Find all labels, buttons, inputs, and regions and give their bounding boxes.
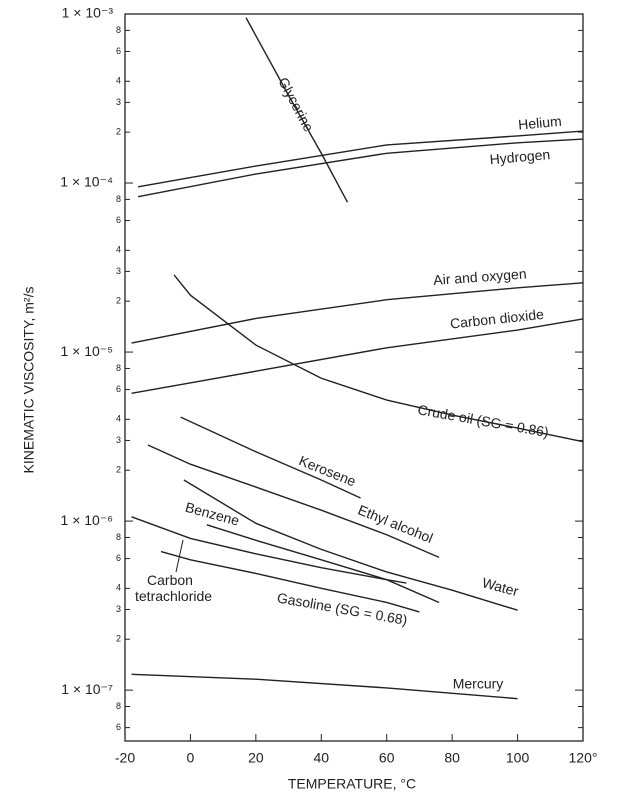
series-label: Carbon tetrachloride bbox=[135, 572, 213, 604]
y-tick-label: 1 × 10⁻⁵ bbox=[60, 343, 113, 359]
x-tick-label: 0 bbox=[187, 750, 195, 766]
series-line bbox=[131, 673, 518, 700]
series-line bbox=[137, 138, 584, 198]
y-minor-label: 8 bbox=[116, 25, 121, 35]
y-minor-label: 2 bbox=[116, 634, 121, 644]
series-line bbox=[131, 516, 407, 584]
y-minor-label: 6 bbox=[116, 553, 121, 563]
x-tick-label: 40 bbox=[313, 750, 329, 766]
series-line bbox=[131, 318, 584, 395]
y-minor-label: 6 bbox=[116, 46, 121, 56]
y-minor-label: 3 bbox=[116, 435, 121, 445]
x-tick-label: -20 bbox=[115, 750, 135, 766]
y-tick-label: 1 × 10⁻⁶ bbox=[61, 512, 113, 528]
series-label-box: Carbon tetrachloride bbox=[135, 572, 213, 604]
y-minor-label: 4 bbox=[116, 414, 121, 424]
series-label: Water bbox=[480, 574, 520, 599]
y-tick-label: 1 × 10⁻³ bbox=[62, 5, 114, 21]
y-minor-label: 4 bbox=[116, 583, 121, 593]
y-minor-label: 8 bbox=[116, 532, 121, 542]
series-line bbox=[206, 524, 440, 604]
y-minor-label: 4 bbox=[116, 76, 121, 86]
series-line bbox=[147, 444, 440, 559]
y-minor-label: 8 bbox=[116, 194, 121, 204]
series-label: Kerosene bbox=[297, 452, 359, 489]
y-minor-label: 3 bbox=[116, 97, 121, 107]
y-minor-label: 2 bbox=[116, 296, 121, 306]
x-axis-label: TEMPERATURE, °C bbox=[288, 776, 416, 792]
y-minor-label: 8 bbox=[116, 363, 121, 373]
y-minor-label: 3 bbox=[116, 604, 121, 614]
y-minor-label: 4 bbox=[116, 245, 121, 255]
series-line bbox=[183, 479, 518, 611]
y-minor-label: 2 bbox=[116, 127, 121, 137]
y-minor-label: 6 bbox=[116, 215, 121, 225]
x-tick-label: 60 bbox=[379, 750, 395, 766]
series-line bbox=[131, 282, 584, 344]
series-label: Crude oil (SG = 0.86) bbox=[417, 401, 550, 440]
x-tick-label: 80 bbox=[444, 750, 460, 766]
series-label: Benzene bbox=[184, 499, 242, 529]
series-label: Helium bbox=[517, 113, 562, 133]
series-label: Hydrogen bbox=[489, 146, 551, 167]
series-line bbox=[173, 274, 584, 443]
series-line bbox=[180, 416, 361, 499]
y-minor-label: 3 bbox=[116, 266, 121, 276]
plot-frame bbox=[124, 13, 584, 742]
series-label: Gasoline (SG = 0.68) bbox=[276, 589, 409, 628]
series-label: Air and oxygen bbox=[433, 265, 527, 287]
series-line bbox=[245, 17, 349, 203]
y-tick-label: 1 × 10⁻⁷ bbox=[61, 681, 113, 697]
series-label: Ethyl alcohol bbox=[356, 502, 436, 547]
series-line bbox=[160, 550, 420, 613]
series-line bbox=[137, 130, 584, 188]
y-minor-label: 6 bbox=[116, 722, 121, 732]
x-tick-label: 20 bbox=[248, 750, 264, 766]
y-minor-label: 6 bbox=[116, 384, 121, 394]
y-minor-label: 8 bbox=[116, 701, 121, 711]
leader-line bbox=[175, 539, 184, 573]
series-label: Glycerine bbox=[275, 75, 317, 135]
series-label: Mercury bbox=[453, 676, 504, 692]
y-minor-label: 2 bbox=[116, 465, 121, 475]
y-axis-label: KINEMATIC VISCOSITY, m²/s bbox=[21, 287, 37, 474]
y-tick-label: 1 × 10⁻⁴ bbox=[60, 174, 113, 190]
x-tick-label: 120° bbox=[569, 750, 598, 766]
x-tick-label: 100 bbox=[506, 750, 530, 766]
